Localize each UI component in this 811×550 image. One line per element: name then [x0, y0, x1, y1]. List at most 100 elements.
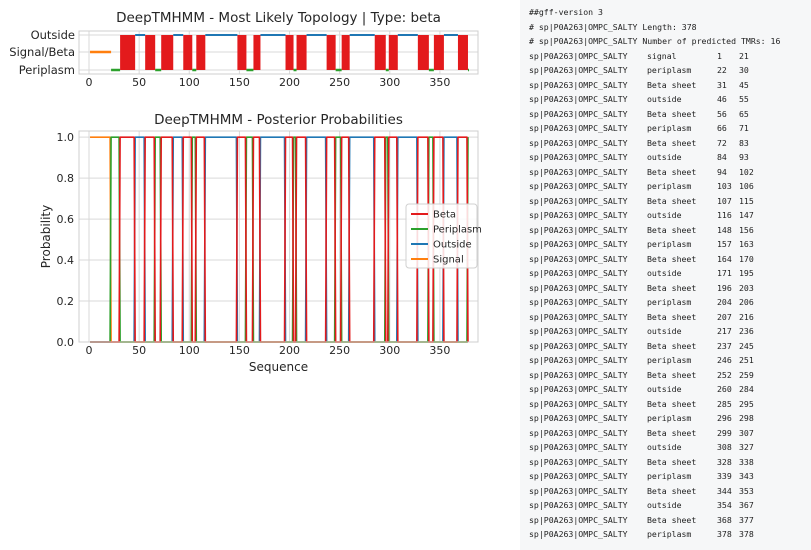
gff-header-line: ##gff-version 3: [529, 7, 603, 17]
gff-end-cell: 170: [739, 253, 754, 264]
gff-seq-cell: sp|P0A263|OMPC_SALTY: [529, 166, 628, 177]
gff-record-row: sp|P0A263|OMPC_SALTY outside 354 367: [529, 498, 811, 513]
topology-track-label: Periplasm: [19, 63, 75, 77]
gff-record-row: sp|P0A263|OMPC_SALTY periplasm 204 206: [529, 295, 811, 310]
gff-seq-cell: sp|P0A263|OMPC_SALTY: [529, 413, 628, 423]
gff-end-cell: 45: [739, 79, 749, 90]
gff-seq-cell: sp|P0A263|OMPC_SALTY: [529, 50, 628, 61]
gff-seq-cell: sp|P0A263|OMPC_SALTY: [529, 456, 628, 467]
gff-start-cell: 217: [717, 326, 732, 336]
gff-record-row: sp|P0A263|OMPC_SALTY Beta sheet 285 295: [529, 397, 811, 412]
legend-label-periplasm: Periplasm: [433, 225, 482, 236]
gff-end-cell: 163: [739, 239, 754, 249]
topology-x-tick-label: 100: [179, 76, 200, 89]
topology-track-label: Outside: [31, 28, 75, 42]
gff-end-cell: 378: [739, 529, 754, 539]
gff-end-cell: 298: [739, 413, 754, 423]
topology-beta-segment: [417, 35, 429, 70]
gff-end-cell: 216: [739, 311, 754, 322]
gff-type-cell: outside: [647, 500, 682, 510]
gff-end-cell: 115: [739, 195, 754, 206]
gff-record-row: sp|P0A263|OMPC_SALTY Beta sheet 368 377: [529, 513, 811, 528]
gff-record-row: sp|P0A263|OMPC_SALTY Beta sheet 94 102: [529, 165, 811, 180]
gff-end-cell: 377: [739, 514, 754, 525]
topology-beta-segment: [341, 35, 350, 70]
gff-seq-cell: sp|P0A263|OMPC_SALTY: [529, 326, 628, 336]
gff-end-cell: 295: [739, 398, 754, 409]
gff-start-cell: 46: [717, 94, 727, 104]
topology-beta-segment: [374, 35, 386, 70]
gff-seq-cell: sp|P0A263|OMPC_SALTY: [529, 311, 628, 322]
topology-beta-segment: [196, 35, 206, 70]
gff-end-cell: 71: [739, 123, 749, 133]
charts-svg: Outside Signal/Beta Periplasm 0 50 100 150 200 2…: [9, 10, 482, 374]
gff-records: sp|P0A263|OMPC_SALTY signal 1 21 sp|P0A263|O…: [529, 49, 811, 542]
gff-record-row: sp|P0A263|OMPC_SALTY outside 171 195: [529, 266, 811, 281]
posterior-y-tick-label: 0.8: [57, 172, 75, 185]
gff-record-row: sp|P0A263|OMPC_SALTY signal 1 21: [529, 49, 811, 64]
topology-beta-segment: [296, 35, 307, 70]
charts-area: Outside Signal/Beta Periplasm 0 50 100 150 200 2…: [9, 10, 482, 374]
gff-record-row: sp|P0A263|OMPC_SALTY outside 84 93: [529, 150, 811, 165]
gff-end-cell: 353: [739, 485, 754, 496]
legend-label-beta: Beta: [433, 210, 456, 221]
posterior-x-tick-label: 100: [179, 344, 200, 357]
gff-type-cell: outside: [647, 442, 682, 452]
posterior-x-axis-label: Sequence: [249, 360, 308, 374]
posterior-y-tick-label: 0.4: [57, 254, 75, 267]
posterior-x-tick-label: 0: [86, 344, 93, 357]
topology-beta-segment: [120, 35, 136, 70]
gff-seq-cell: sp|P0A263|OMPC_SALTY: [529, 137, 628, 148]
gff-start-cell: 378: [717, 529, 732, 539]
gff-seq-cell: sp|P0A263|OMPC_SALTY: [529, 253, 628, 264]
gff-record-row: sp|P0A263|OMPC_SALTY periplasm 378 378: [529, 527, 811, 542]
posterior-title: DeepTMHMM - Posterior Probabilities: [154, 112, 403, 128]
gff-end-cell: 206: [739, 297, 754, 307]
legend-box: [405, 203, 478, 269]
gff-type-cell: periplasm: [647, 413, 692, 423]
gff-seq-cell: sp|P0A263|OMPC_SALTY: [529, 108, 628, 119]
posterior-x-tick-label: 200: [279, 344, 300, 357]
gff-seq-cell: sp|P0A263|OMPC_SALTY: [529, 529, 628, 539]
gff-record-row: sp|P0A263|OMPC_SALTY Beta sheet 328 338: [529, 455, 811, 470]
gff-type-cell: periplasm: [647, 181, 692, 191]
gff-start-cell: 246: [717, 355, 732, 365]
gff-end-cell: 147: [739, 210, 754, 220]
gff-end-cell: 327: [739, 442, 754, 452]
gff-start-cell: 72: [717, 137, 727, 148]
gff-start-cell: 171: [717, 268, 732, 278]
gff-seq-cell: sp|P0A263|OMPC_SALTY: [529, 514, 628, 525]
posterior-x-tick-label: 250: [329, 344, 350, 357]
gff-seq-cell: sp|P0A263|OMPC_SALTY: [529, 224, 628, 235]
gff-seq-cell: sp|P0A263|OMPC_SALTY: [529, 384, 628, 394]
topology-x-tick-label: 150: [229, 76, 250, 89]
topology-plot-frame: [78, 30, 479, 75]
gff-type-cell: Beta sheet: [647, 340, 697, 351]
gff-end-cell: 259: [739, 369, 754, 380]
gff-start-cell: 328: [717, 456, 732, 467]
topology-beta-segment: [388, 35, 398, 70]
gff-end-cell: 195: [739, 268, 754, 278]
gff-seq-cell: sp|P0A263|OMPC_SALTY: [529, 195, 628, 206]
gff-start-cell: 84: [717, 152, 727, 162]
gff-start-cell: 339: [717, 471, 732, 481]
gff-seq-cell: sp|P0A263|OMPC_SALTY: [529, 210, 628, 220]
posterior-y-tick-label: 0.0: [57, 336, 75, 349]
gff-seq-cell: sp|P0A263|OMPC_SALTY: [529, 152, 628, 162]
legend-label-signal: Signal: [433, 255, 464, 266]
gff-type-cell: Beta sheet: [647, 456, 697, 467]
gff-start-cell: 204: [717, 297, 732, 307]
gff-start-cell: 252: [717, 369, 732, 380]
gff-record-row: sp|P0A263|OMPC_SALTY Beta sheet 148 156: [529, 223, 811, 238]
gff-type-cell: Beta sheet: [647, 311, 697, 322]
gff-end-cell: 55: [739, 94, 749, 104]
topology-title: DeepTMHMM - Most Likely Topology | Type:…: [116, 10, 441, 26]
gff-start-cell: 296: [717, 413, 732, 423]
gff-output-panel: ##gff-version 3 # sp|P0A263|OMPC_SALTY Le…: [520, 0, 811, 550]
topology-x-tick-label: 200: [279, 76, 300, 89]
gff-seq-cell: sp|P0A263|OMPC_SALTY: [529, 94, 628, 104]
topology-beta-segment: [285, 35, 294, 70]
gff-record-row: sp|P0A263|OMPC_SALTY periplasm 22 30: [529, 63, 811, 78]
posterior-x-tick-label: 50: [132, 344, 146, 357]
gff-type-cell: periplasm: [647, 529, 692, 539]
